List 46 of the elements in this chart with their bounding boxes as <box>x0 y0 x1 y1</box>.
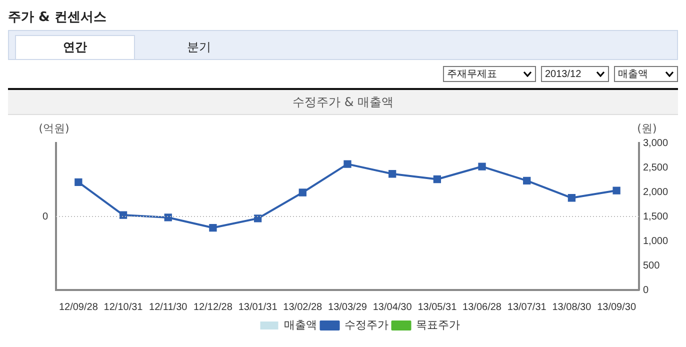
point <box>612 186 620 194</box>
point <box>209 224 217 232</box>
x-tick-label: 13/04/30 <box>372 302 412 313</box>
point <box>568 194 576 202</box>
y2-tick-label: 2,500 <box>642 162 668 174</box>
point <box>478 162 486 170</box>
y2-tick-label: 2,000 <box>642 186 668 198</box>
x-tick-label: 13/09/30 <box>597 302 636 313</box>
point <box>298 188 306 196</box>
x-tick-label: 12/10/31 <box>104 302 144 313</box>
y2-tick-label: 0 <box>642 284 649 296</box>
point <box>119 211 128 219</box>
x-tick-label: 13/02/28 <box>283 302 323 313</box>
x-tick-label: 13/05/31 <box>418 302 458 313</box>
legend-label: 수정주가 <box>344 318 388 332</box>
text: 주재무제표 <box>447 68 497 81</box>
x-tick-label: 12/12/28 <box>193 302 233 313</box>
legend-label: 매출액 <box>284 318 317 332</box>
x-tick-label: 12/09/28 <box>58 302 98 313</box>
y2-tick-label: 1,500 <box>642 211 668 222</box>
text: 연간 <box>15 35 135 59</box>
legend-label: 목표주가 <box>416 318 460 332</box>
point <box>164 214 172 222</box>
point <box>254 214 262 222</box>
text: 분기 <box>186 39 212 56</box>
chart-title: 주가 & 컨센서스 <box>8 9 108 27</box>
x-tick-label: 13/01/31 <box>238 302 278 313</box>
x-tick-label: 13/06/28 <box>462 302 502 313</box>
y2-tick-label: 1,000 <box>642 236 668 247</box>
y-axis-title: (억원) <box>38 122 70 135</box>
point <box>523 176 531 185</box>
y2-axis-title: (원) <box>637 122 657 135</box>
point <box>344 160 352 168</box>
point <box>433 175 442 184</box>
x-tick-label: 13/08/30 <box>552 302 592 313</box>
point <box>388 170 396 178</box>
text: 매출액 <box>618 68 648 81</box>
x-tick-label: 13/07/31 <box>507 302 547 313</box>
chart-subtitle: 수정주가 & 매출액 <box>8 88 678 115</box>
y2-tick-label: 500 <box>642 260 660 272</box>
text: 0 <box>42 211 48 222</box>
point <box>74 178 82 186</box>
x-tick-label: 13/03/29 <box>328 302 368 313</box>
y2-tick-label: 3,000 <box>642 138 668 149</box>
text: 2013/12 <box>545 68 582 80</box>
x-tick-label: 12/11/30 <box>149 302 188 313</box>
